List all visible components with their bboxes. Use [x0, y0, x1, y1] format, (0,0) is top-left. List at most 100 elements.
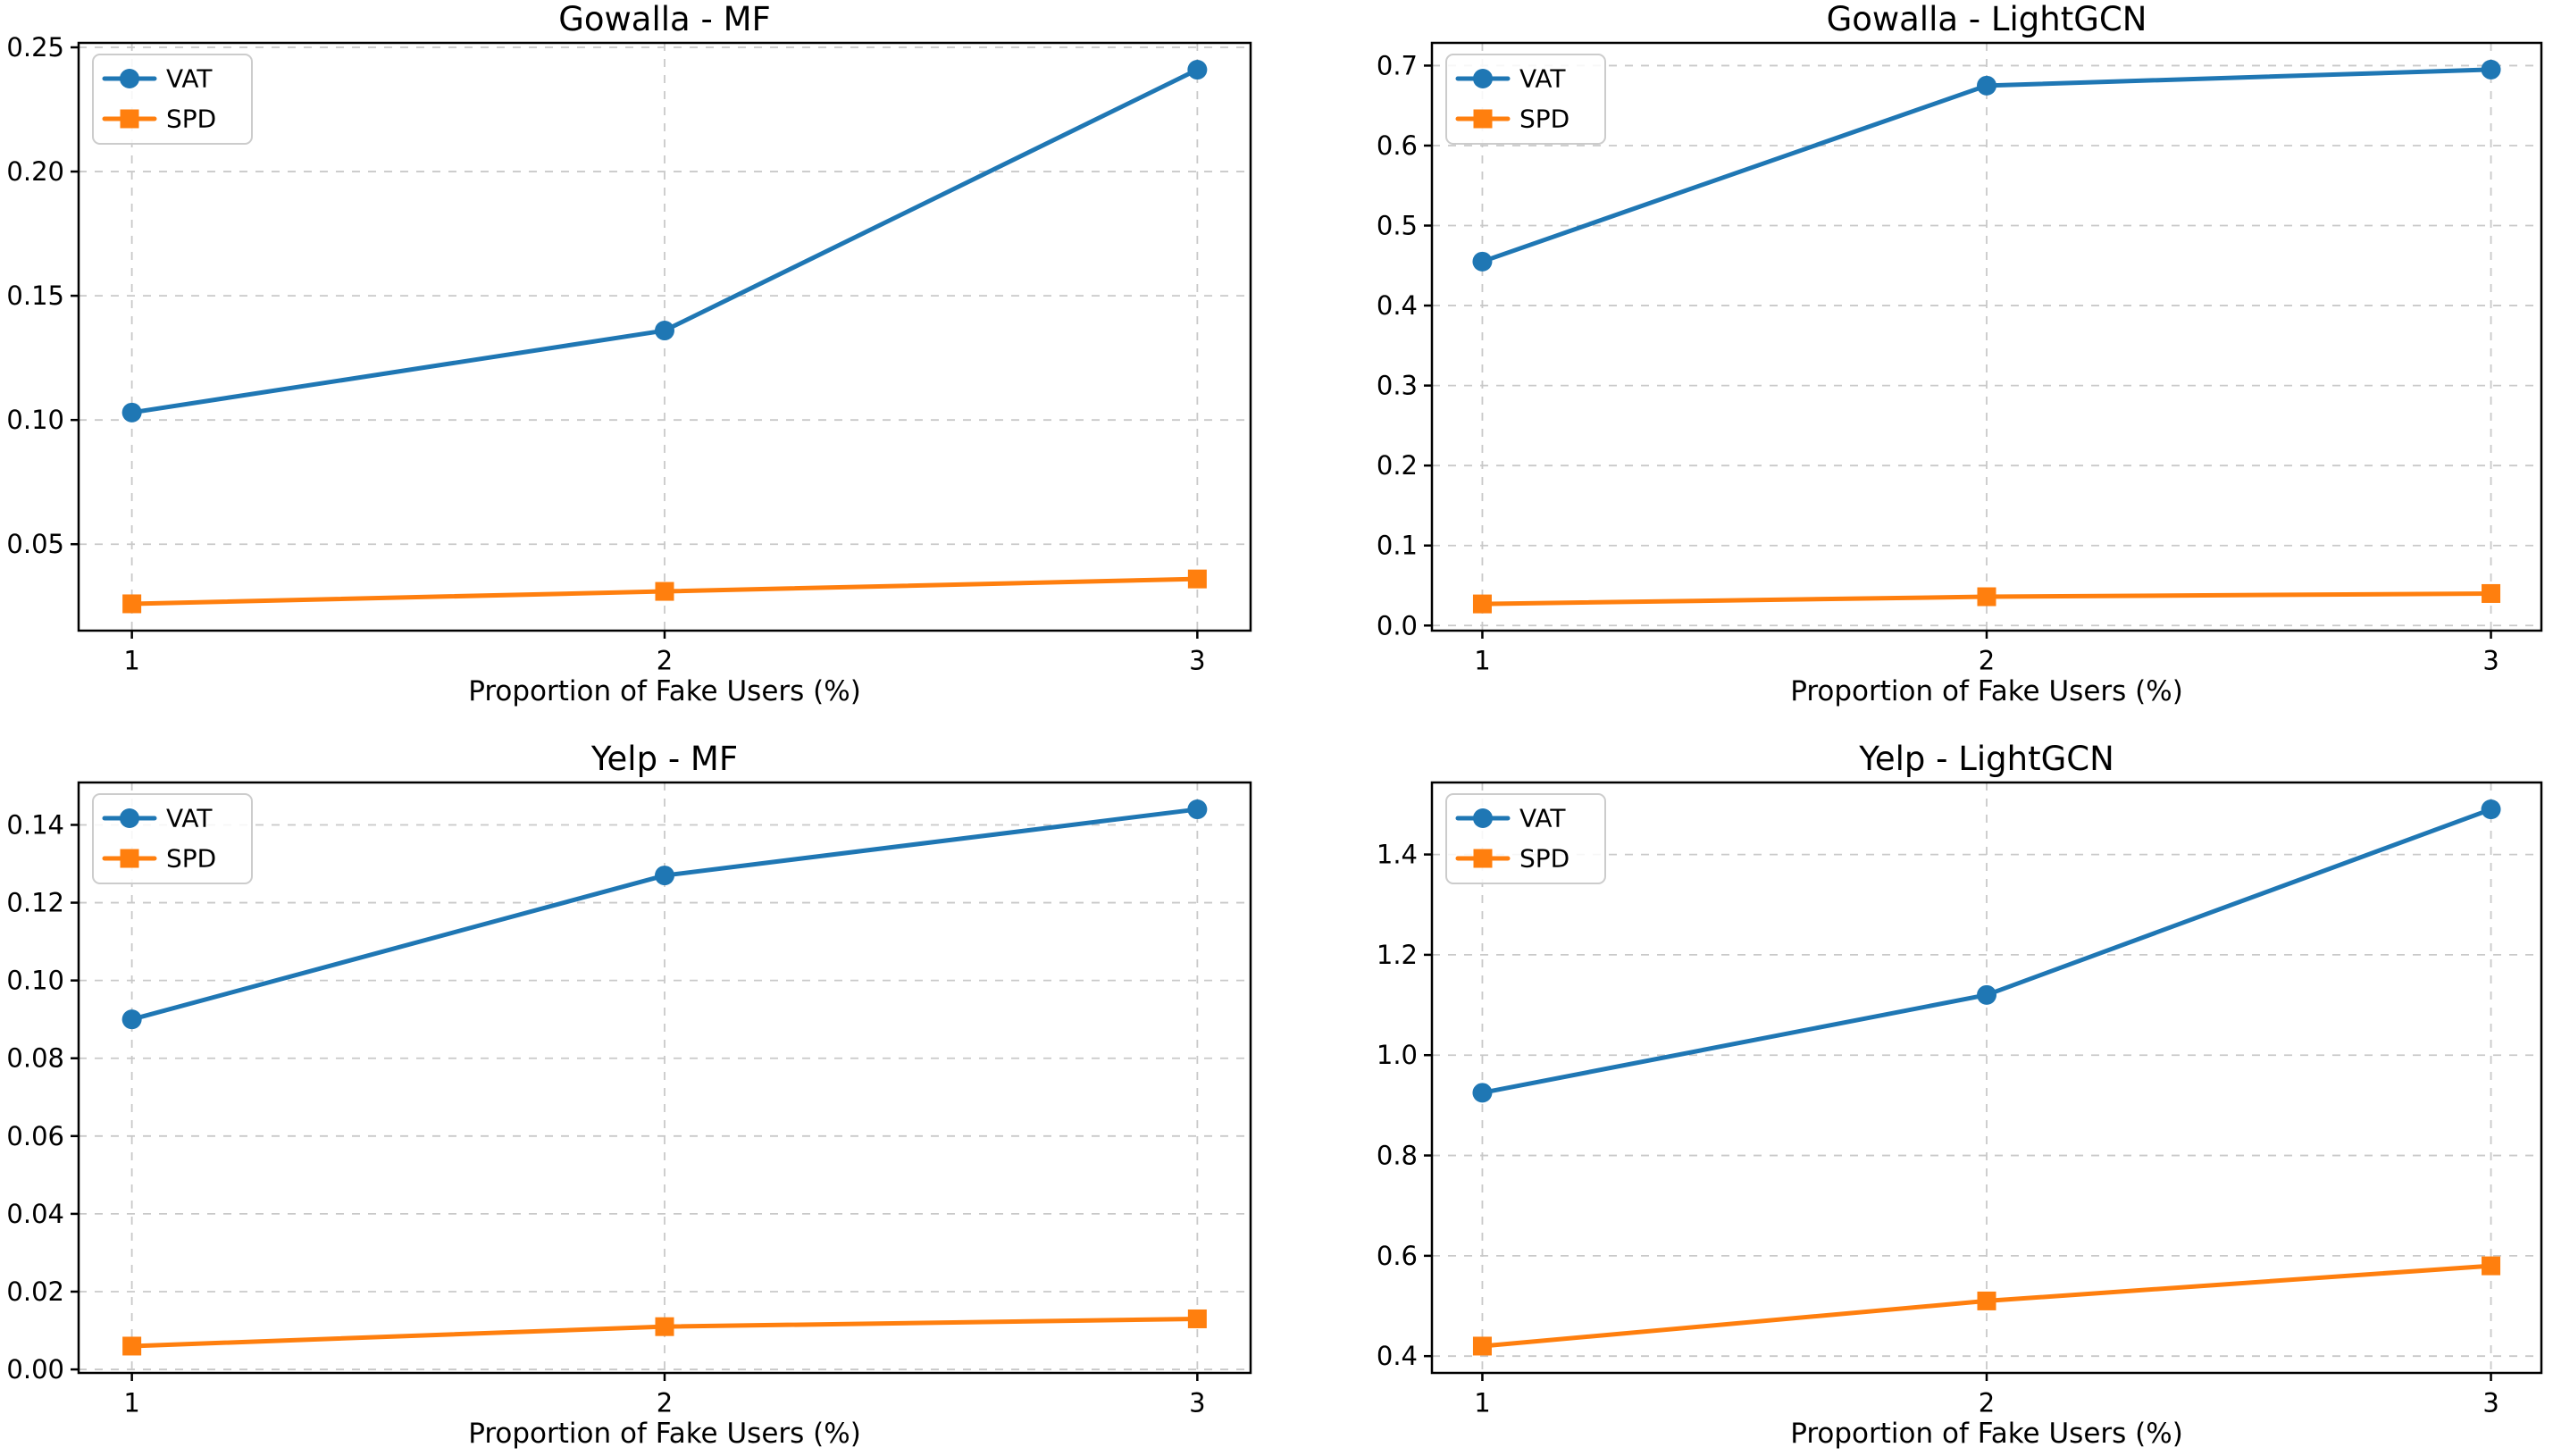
axis-ticks: 0.05 0.10 0.15 0.20 0.25 1 2 3 [6, 32, 1205, 676]
chart-cell-yelp-lightgcn: 0.4 0.6 0.8 1.0 1.2 1.4 1 2 3 Yelp - LightGCN Prop… [1276, 728, 2553, 1456]
data-point-marker [2481, 799, 2501, 820]
data-point-marker [655, 866, 674, 886]
x-tick-label: 1 [123, 1388, 139, 1418]
x-tick-label: 3 [1189, 1388, 1205, 1418]
data-point-marker [121, 402, 142, 423]
legend-label-spd: SPD [1519, 105, 1569, 134]
plot-border [77, 781, 1252, 1375]
legend-marker-spd [1473, 109, 1493, 129]
y-tick-label: 1.4 [1377, 840, 1418, 870]
chart-title: Yelp - MF [590, 740, 738, 778]
chart-title: Gowalla - MF [558, 0, 771, 38]
data-point-marker [1187, 569, 1207, 589]
series-spd [122, 569, 1207, 614]
y-tick-label: 0.6 [1377, 130, 1418, 161]
data-point-marker [655, 1317, 674, 1336]
legend: VAT SPD [1445, 54, 1606, 145]
series-spd [1472, 1256, 2501, 1356]
y-tick-label: 0.20 [6, 156, 64, 187]
x-tick-label: 3 [2482, 646, 2499, 676]
x-tick-label: 3 [1189, 646, 1205, 676]
data-point-marker [1187, 1309, 1207, 1328]
legend-label-spd: SPD [166, 844, 216, 874]
legend: VAT SPD [92, 54, 253, 145]
y-tick-label: 0.14 [6, 809, 64, 840]
x-tick-label: 1 [1474, 646, 1490, 676]
y-tick-label: 0.04 [6, 1199, 64, 1229]
x-axis-label: Proportion of Fake Users (%) [468, 675, 861, 707]
data-point-marker [122, 1336, 142, 1356]
data-point-marker [1472, 251, 1493, 272]
y-tick-label: 0.10 [6, 405, 64, 435]
x-tick-label: 2 [1979, 1388, 1995, 1418]
series-spd [1472, 583, 2501, 614]
y-tick-label: 0.4 [1377, 290, 1418, 321]
chart-title: Gowalla - LightGCN [1827, 0, 2147, 38]
y-tick-label: 0.8 [1377, 1141, 1418, 1171]
y-tick-label: 1.0 [1377, 1040, 1418, 1070]
legend-marker-vat [1473, 808, 1493, 828]
y-tick-label: 0.10 [6, 966, 64, 996]
data-point-marker [1472, 594, 1492, 614]
axis-ticks: 0.00 0.02 0.04 0.06 0.08 0.10 0.12 0.14 1 2 3 [6, 809, 1205, 1418]
grid-lines [1432, 43, 2541, 631]
data-point-marker [655, 582, 674, 601]
grid-lines [1432, 782, 2541, 1373]
data-point-marker [1187, 60, 1208, 80]
axis-ticks: 0.4 0.6 0.8 1.0 1.2 1.4 1 2 3 [1377, 840, 2499, 1418]
plot-border [1430, 781, 2543, 1375]
legend-marker-vat [1473, 69, 1493, 88]
x-tick-label: 2 [1979, 646, 1995, 676]
y-tick-label: 0.2 [1377, 450, 1418, 481]
x-axis-label: Proportion of Fake Users (%) [468, 1418, 861, 1450]
series-vat [1472, 799, 2501, 1103]
series-vat [121, 60, 1208, 423]
x-tick-label: 3 [2482, 1388, 2499, 1418]
axis-ticks: 0.0 0.1 0.2 0.3 0.4 0.5 0.6 0.7 1 2 3 [1377, 50, 2499, 675]
y-tick-label: 0.12 [6, 888, 64, 918]
y-tick-label: 0.3 [1377, 371, 1418, 401]
y-tick-label: 0.06 [6, 1121, 64, 1151]
legend-marker-spd [120, 849, 139, 868]
legend: VAT SPD [1445, 793, 1606, 884]
legend-label-spd: SPD [1519, 844, 1569, 874]
y-tick-label: 0.00 [6, 1354, 64, 1385]
data-point-marker [1977, 587, 1996, 607]
data-point-marker [121, 1009, 142, 1030]
x-tick-label: 1 [123, 646, 139, 676]
chart-title: Yelp - LightGCN [1858, 740, 2114, 778]
y-tick-label: 0.7 [1377, 50, 1418, 80]
y-tick-label: 0.08 [6, 1043, 64, 1074]
data-point-marker [1472, 1336, 1492, 1356]
legend: VAT SPD [92, 793, 253, 884]
y-tick-label: 0.25 [6, 32, 64, 63]
y-tick-label: 0.0 [1377, 610, 1418, 640]
plot-border [77, 41, 1252, 632]
y-tick-label: 0.05 [6, 529, 64, 559]
x-axis-label: Proportion of Fake Users (%) [1790, 1418, 2183, 1450]
data-point-marker [1977, 984, 1996, 1005]
grid-lines [79, 43, 1251, 631]
data-point-marker [1977, 75, 1996, 96]
data-point-marker [1977, 1291, 1996, 1310]
y-tick-label: 0.1 [1377, 531, 1418, 561]
legend-label-spd: SPD [166, 105, 216, 134]
chart-yelp-lightgcn: 0.4 0.6 0.8 1.0 1.2 1.4 1 2 3 Yelp - LightGCN Prop… [1377, 740, 2543, 1450]
chart-cell-yelp-mf: 0.00 0.02 0.04 0.06 0.08 0.10 0.12 0.14 1 2 3 Yelp … [0, 728, 1276, 1456]
plot-border [1430, 41, 2543, 632]
legend-label-vat: VAT [1519, 804, 1566, 833]
data-point-marker [2482, 1256, 2501, 1276]
series-vat [1472, 59, 2501, 272]
chart-yelp-mf: 0.00 0.02 0.04 0.06 0.08 0.10 0.12 0.14 1 2 3 Yelp … [6, 740, 1252, 1450]
legend-label-vat: VAT [166, 804, 213, 833]
y-tick-label: 0.5 [1377, 211, 1418, 241]
data-point-marker [2482, 583, 2501, 603]
legend-marker-spd [120, 109, 139, 129]
data-point-marker [1187, 799, 1208, 820]
chart-cell-gowalla-lightgcn: 0.0 0.1 0.2 0.3 0.4 0.5 0.6 0.7 1 2 3 Gowalla - Lig… [1276, 0, 2553, 728]
y-tick-label: 0.6 [1377, 1241, 1418, 1271]
x-tick-label: 1 [1474, 1388, 1490, 1418]
legend-label-vat: VAT [1519, 64, 1566, 94]
data-point-marker [1472, 1083, 1493, 1103]
